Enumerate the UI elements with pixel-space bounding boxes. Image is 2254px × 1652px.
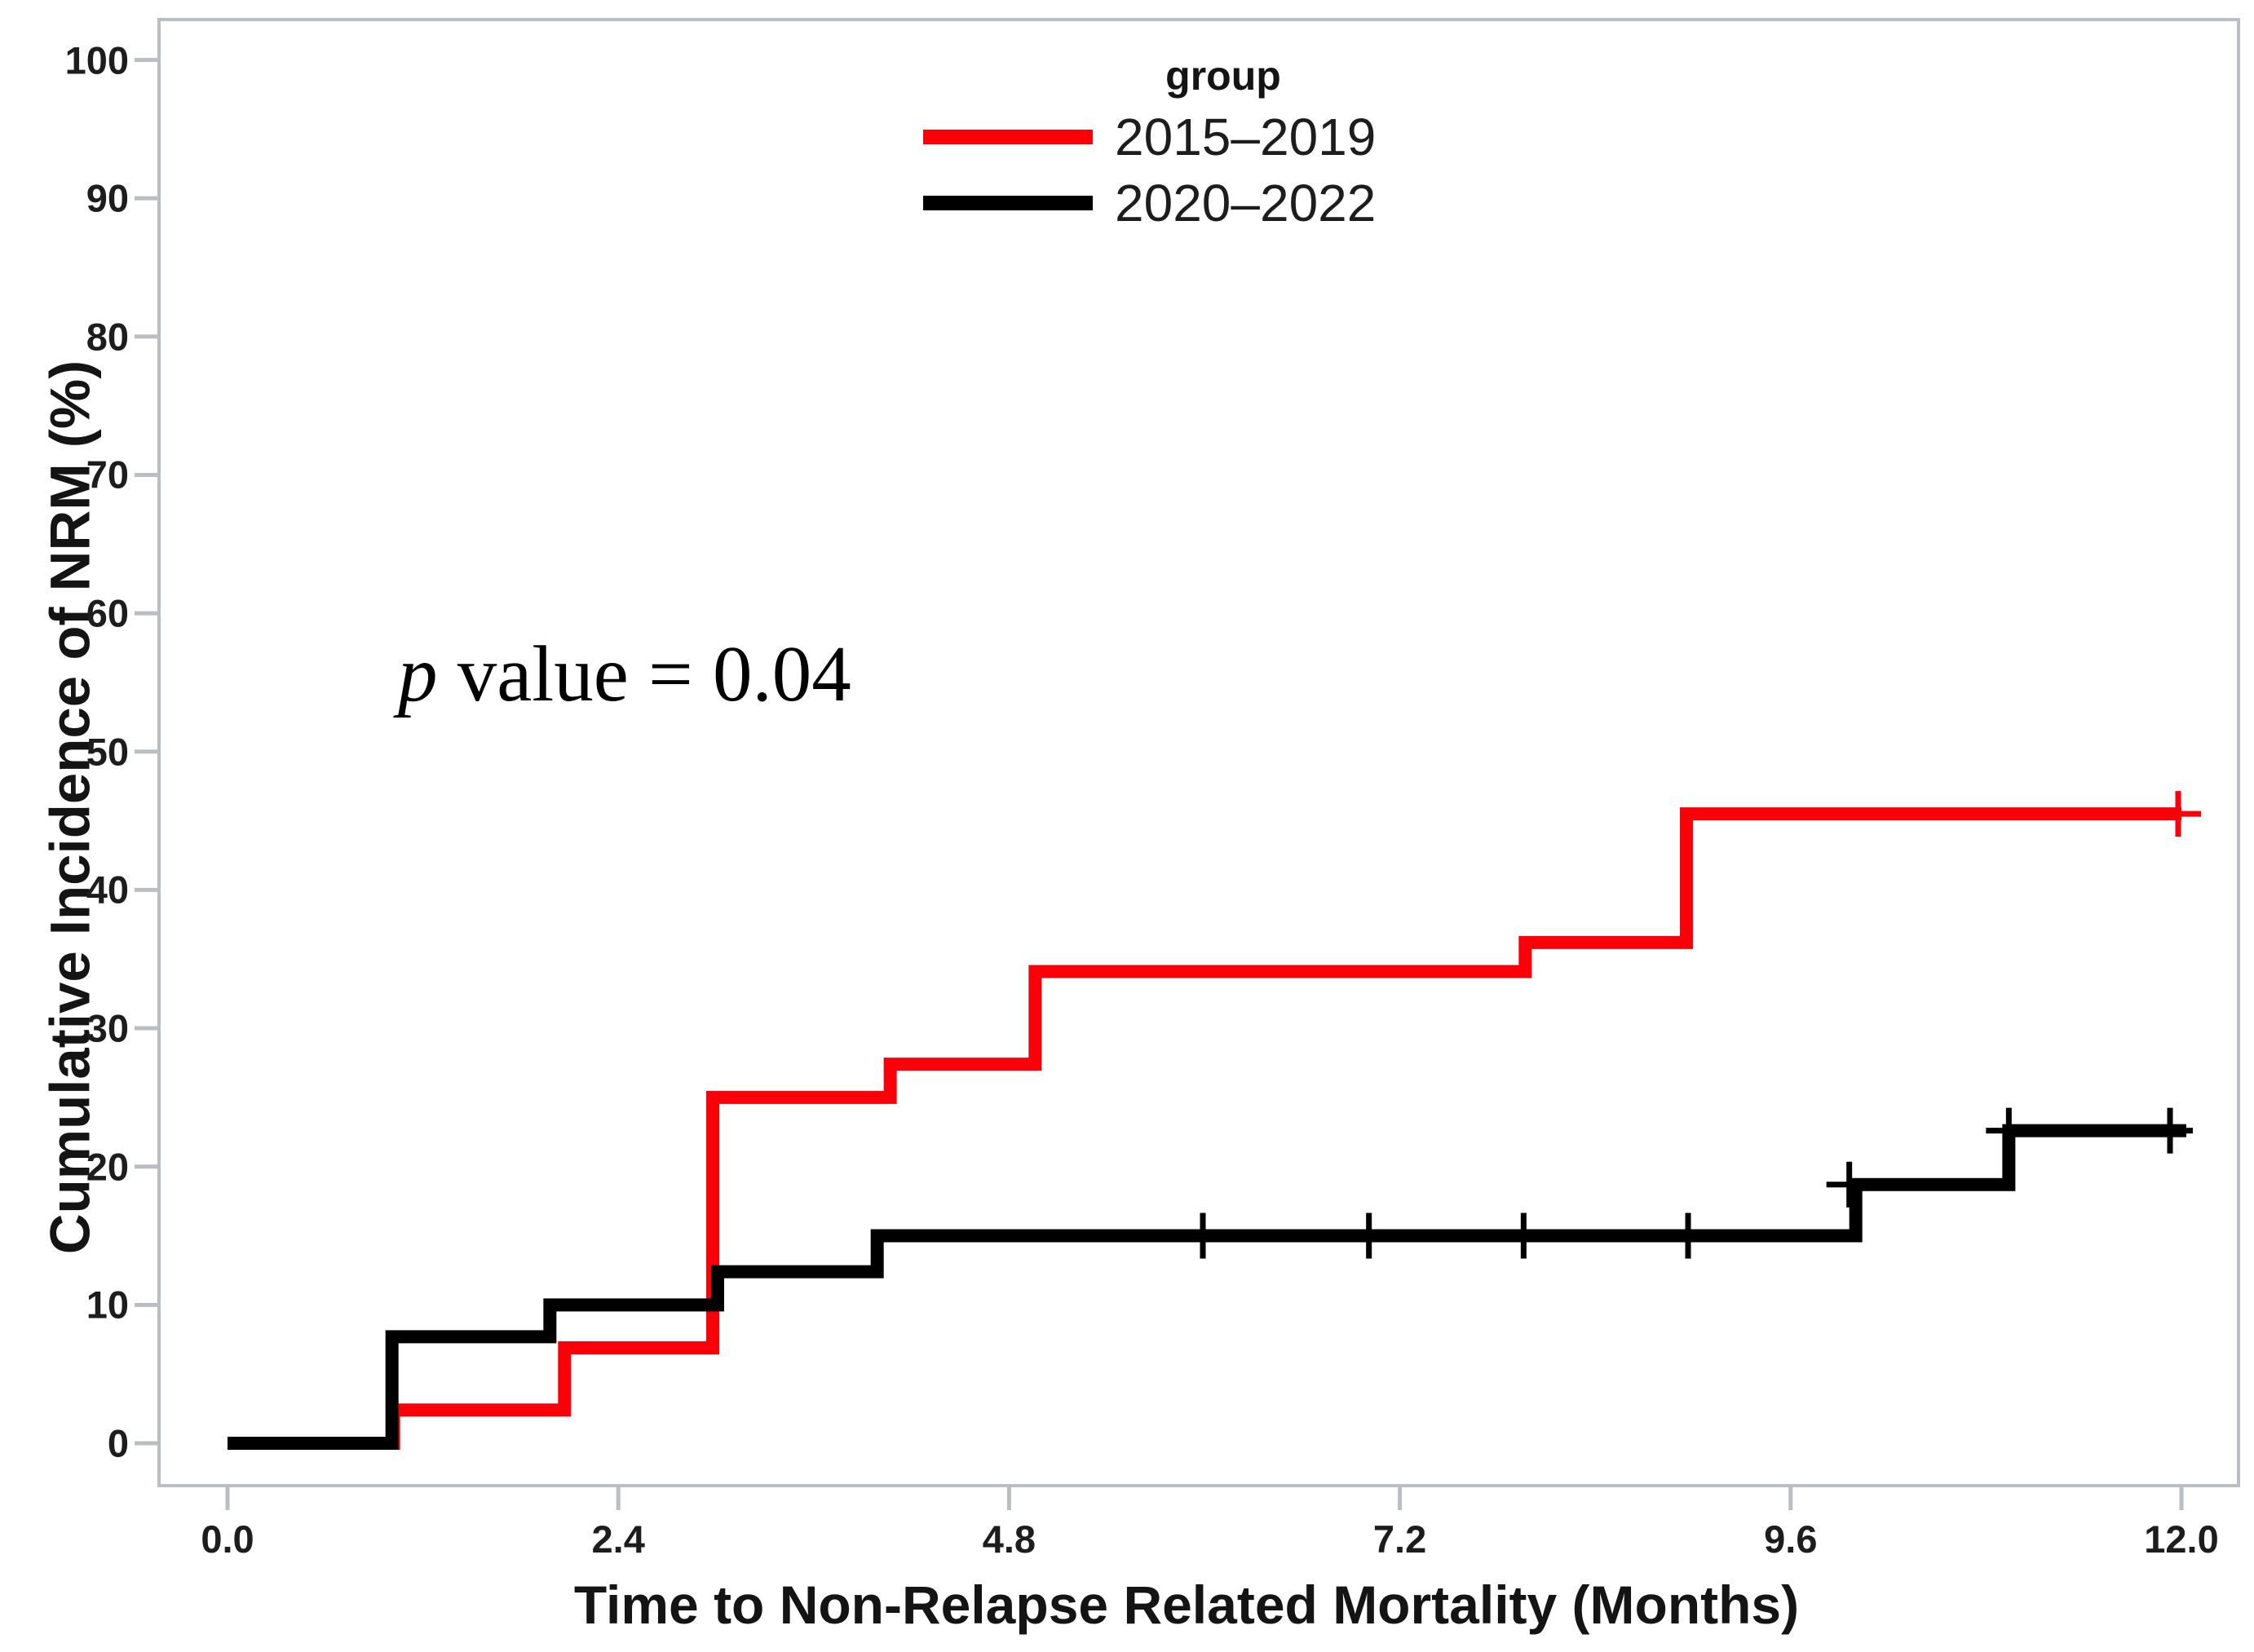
legend-swatch-2015-2019: [923, 130, 1093, 144]
legend-entry-2015-2019: 2015–2019: [921, 111, 1541, 163]
legend: group 2015–2019 2020–2022: [921, 53, 1541, 229]
p-value-text: value = 0.04: [437, 630, 851, 718]
series-line-2020–2022: [228, 1124, 2186, 1450]
p-value-annotation: p value = 0.04: [398, 629, 851, 719]
y-tick-label: 90: [86, 176, 129, 220]
legend-label-2015-2019: 2015–2019: [1115, 108, 1377, 166]
p-value-italic-p: p: [398, 630, 438, 718]
y-tick-label: 30: [86, 1006, 129, 1050]
y-tick-label: 70: [86, 453, 129, 497]
x-tick-label: 2.4: [591, 1517, 645, 1561]
legend-swatch-2020-2022: [923, 196, 1093, 210]
legend-entry-2020-2022: 2020–2022: [921, 177, 1541, 229]
y-tick-label: 10: [86, 1283, 129, 1327]
series-line-2015–2019: [228, 807, 2181, 1450]
x-tick-label: 9.6: [1764, 1517, 1818, 1561]
y-tick-label: 40: [86, 868, 129, 912]
x-axis-title: Time to Non-Relapse Related Mortality (M…: [573, 1575, 1800, 1635]
x-tick-label: 7.2: [1372, 1517, 1427, 1561]
y-tick-label: 100: [64, 38, 129, 82]
y-tick-label: 60: [86, 591, 129, 635]
legend-label-2020-2022: 2020–2022: [1115, 174, 1377, 232]
legend-title: group: [1165, 53, 1281, 99]
x-tick-label: 12.0: [2144, 1517, 2219, 1561]
y-tick-label: 80: [86, 315, 129, 359]
plot-border: [157, 18, 2240, 1487]
y-tick-label: 0: [107, 1421, 129, 1465]
x-tick-label: 0.0: [201, 1517, 254, 1561]
y-tick-label: 20: [86, 1145, 129, 1189]
y-tick-label: 50: [86, 730, 129, 774]
x-tick-label: 4.8: [982, 1517, 1036, 1561]
